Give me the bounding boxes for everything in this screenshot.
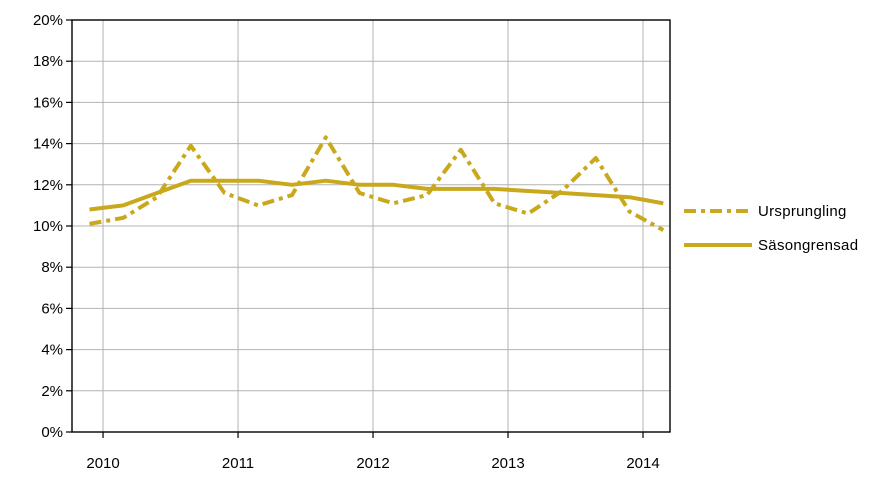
y-axis-labels: 0% 2% 4% 6% 8% 10% 12% 14% 16% 18% 20% xyxy=(33,12,63,441)
x-tick-label: 2014 xyxy=(626,455,659,472)
y-tick-label: 12% xyxy=(33,177,63,194)
y-tick-label: 0% xyxy=(41,424,63,441)
x-axis-ticks xyxy=(102,432,644,438)
y-tick-label: 14% xyxy=(33,136,63,153)
y-tick-label: 2% xyxy=(41,383,63,400)
legend-label: Ursprungling xyxy=(758,203,847,220)
y-tick-label: 4% xyxy=(41,342,63,359)
legend-label: Säsongrensad xyxy=(758,237,858,254)
x-tick-label: 2011 xyxy=(222,455,254,472)
x-tick-label: 2012 xyxy=(356,455,389,472)
y-axis-ticks xyxy=(66,19,72,433)
series-line-2 xyxy=(89,178,664,212)
x-axis-labels: 2010 2011 2012 2013 2014 xyxy=(86,455,659,472)
series-line-1 xyxy=(89,135,665,232)
x-tick-label: 2013 xyxy=(491,455,524,472)
y-tick-label: 18% xyxy=(33,53,63,70)
y-tick-label: 8% xyxy=(41,259,63,276)
y-tick-label: 10% xyxy=(33,218,63,235)
x-tick-label: 2010 xyxy=(86,455,119,472)
series-layer xyxy=(89,135,665,232)
y-tick-label: 6% xyxy=(41,300,63,317)
y-tick-label: 20% xyxy=(33,12,63,29)
legend: Ursprungling Säsongrensad xyxy=(684,203,858,254)
y-tick-label: 16% xyxy=(33,94,63,111)
